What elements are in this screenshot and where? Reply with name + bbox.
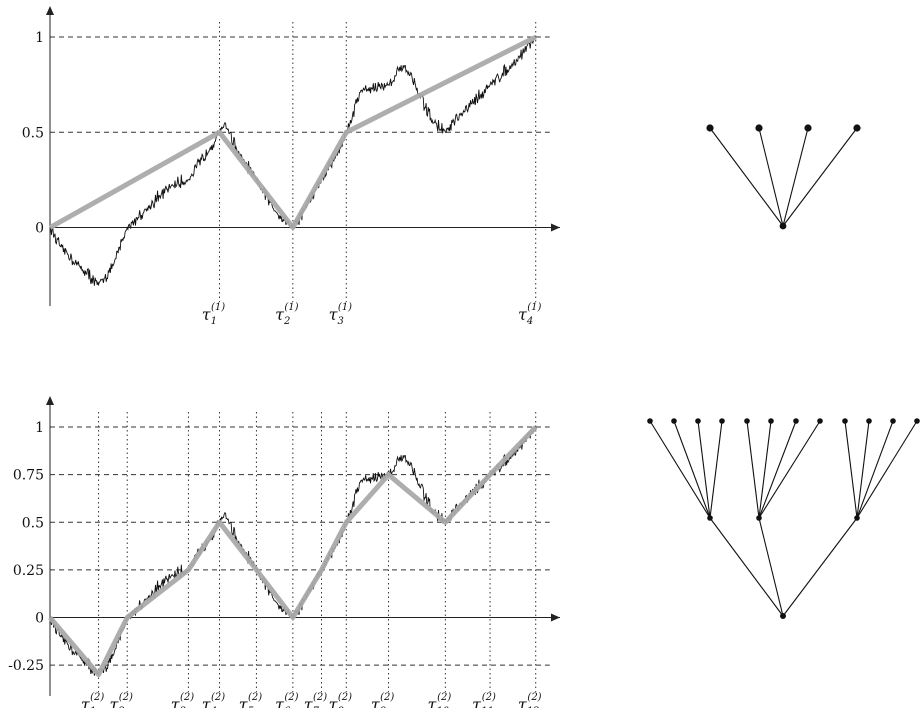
tree-node: [707, 515, 713, 521]
tree-node: [706, 124, 714, 132]
tau-label: τ11(2): [472, 692, 496, 708]
tree-node: [804, 124, 812, 132]
tau-label: τ2(1): [275, 302, 298, 327]
tree-edge: [697, 420, 711, 519]
y-tick-label: 0.75: [13, 468, 44, 484]
tree-node: [671, 418, 677, 424]
embedded-walk: [48, 34, 537, 231]
y-tick-label: 0: [35, 611, 44, 627]
tau-label: τ4(2): [202, 692, 225, 708]
tree-edge: [758, 420, 821, 519]
tau-label: τ9(2): [371, 692, 394, 708]
tree-node: [719, 418, 725, 424]
tree-node: [779, 222, 787, 230]
tree-edge: [844, 420, 858, 519]
y-tick-label: 1: [35, 420, 44, 436]
tree-edge: [709, 420, 723, 519]
tree-node: [914, 418, 920, 424]
tree-node: [768, 418, 774, 424]
tree-edge: [709, 127, 784, 227]
tree-edge: [758, 420, 797, 519]
tree-edge: [758, 420, 772, 519]
y-tick-label: 0.5: [22, 125, 44, 141]
tree-node: [854, 515, 860, 521]
tau-label: τ1(1): [202, 302, 225, 327]
tau-label: τ8(2): [329, 692, 352, 708]
tau-label: τ4(1): [518, 302, 541, 327]
tree-edge: [782, 517, 858, 617]
level-2-tree: [647, 418, 920, 619]
tree-node: [853, 124, 861, 132]
tree-edge: [782, 127, 858, 227]
tau-label: τ12(2): [518, 692, 542, 708]
tau-label: τ3(2): [171, 692, 194, 708]
y-tick-label: -0.25: [8, 658, 44, 674]
tree-node: [780, 613, 786, 619]
tree-node: [817, 418, 823, 424]
tree-edge: [856, 420, 870, 519]
tau-label: τ2(2): [110, 692, 133, 708]
tree-edge: [649, 420, 711, 519]
tree-node: [756, 515, 762, 521]
tree-node: [695, 418, 701, 424]
tau-label: τ5(2): [239, 692, 262, 708]
tree-node: [842, 418, 848, 424]
tree-node: [890, 418, 896, 424]
y-tick-label: 0.5: [22, 515, 44, 531]
x-axis-arrow: [551, 223, 560, 232]
tau-label: τ1(2): [81, 692, 104, 708]
y-axis-arrow: [46, 6, 54, 15]
y-axis-arrow: [46, 396, 54, 405]
tree-node: [793, 418, 799, 424]
tree-node: [755, 124, 763, 132]
tree-edge: [856, 420, 894, 519]
tree-node: [744, 418, 750, 424]
y-tick-label: 0.25: [13, 563, 44, 579]
x-axis-arrow: [551, 613, 560, 622]
tree-edge: [782, 127, 809, 227]
tau-label: τ7(2): [304, 692, 327, 708]
level-1-tree: [706, 124, 861, 230]
tree-edge: [746, 420, 760, 519]
tree-edge: [758, 517, 784, 617]
embedded-walk: [48, 425, 538, 678]
tree-edge: [758, 127, 784, 227]
tree-edge: [709, 517, 784, 617]
y-tick-label: 1: [35, 30, 44, 46]
tree-node: [866, 418, 872, 424]
y-tick-label: 0: [35, 221, 44, 237]
tree-node: [647, 418, 653, 424]
tree-edge: [856, 420, 918, 519]
tree-edge: [673, 420, 711, 519]
tau-label: τ3(1): [329, 302, 352, 327]
tau-label: τ6(2): [275, 692, 298, 708]
level-2-path-panel: 1 0.75 0.5 0.25 0 -0.25 τ1(2) τ2(2) τ3(2) τ4(2) τ5…: [8, 396, 560, 708]
level-1-path-panel: 1 0.5 0 τ1(1) τ2(1) τ3(1) τ4(1): [22, 6, 560, 327]
tau-label: τ10(2): [427, 692, 451, 708]
